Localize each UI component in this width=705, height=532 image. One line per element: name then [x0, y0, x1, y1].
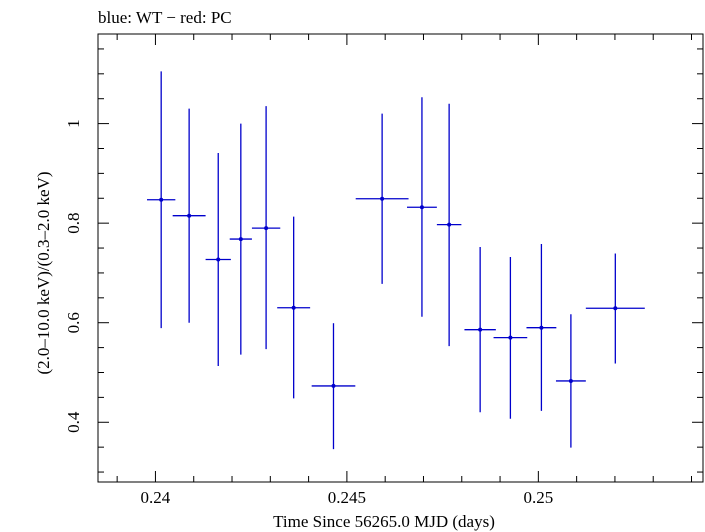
data-marker: [447, 222, 452, 227]
y-tick-label: 0.8: [64, 213, 83, 234]
data-point: [251, 106, 281, 350]
data-point: [464, 247, 496, 413]
data-marker: [216, 257, 221, 262]
data-point: [172, 108, 206, 323]
data-point: [555, 314, 586, 448]
x-axis-label: Time Since 56265.0 MJD (days): [273, 512, 495, 531]
data-points: [147, 71, 645, 450]
data-marker: [613, 306, 618, 311]
y-tick-label: 0.6: [64, 312, 83, 333]
data-marker: [508, 335, 513, 340]
data-marker: [291, 305, 296, 310]
y-tick-label: 1: [64, 119, 83, 128]
data-marker: [478, 327, 483, 332]
data-point: [585, 253, 645, 364]
data-point: [493, 257, 528, 419]
data-point: [229, 123, 252, 355]
x-tick-label: 0.24: [141, 488, 171, 507]
data-point: [407, 97, 437, 317]
data-point: [311, 323, 356, 450]
chart-title: blue: WT − red: PC: [98, 8, 232, 27]
data-point: [436, 103, 462, 347]
data-marker: [568, 378, 573, 383]
data-marker: [419, 205, 424, 210]
data-marker: [539, 325, 544, 330]
data-marker: [331, 383, 336, 388]
data-marker: [264, 226, 269, 231]
data-point: [526, 244, 557, 411]
data-marker: [187, 213, 192, 218]
x-tick-label: 0.245: [328, 488, 366, 507]
data-marker: [238, 237, 243, 242]
tick-labels: 0.24 0.245 0.25 0.4 0.6 0.8 1: [64, 119, 553, 507]
data-point: [205, 152, 231, 367]
plot-frame: [97, 33, 704, 483]
x-tick-label: 0.25: [523, 488, 553, 507]
data-marker: [159, 197, 164, 202]
data-point: [355, 113, 409, 284]
y-tick-label: 0.4: [64, 411, 83, 433]
data-point: [147, 71, 176, 329]
data-point: [277, 216, 311, 399]
data-marker: [380, 196, 385, 201]
y-axis-label: (2.0–10.0 keV)/(0.3–2.0 keV): [34, 171, 53, 374]
axis-ticks: [98, 34, 703, 482]
